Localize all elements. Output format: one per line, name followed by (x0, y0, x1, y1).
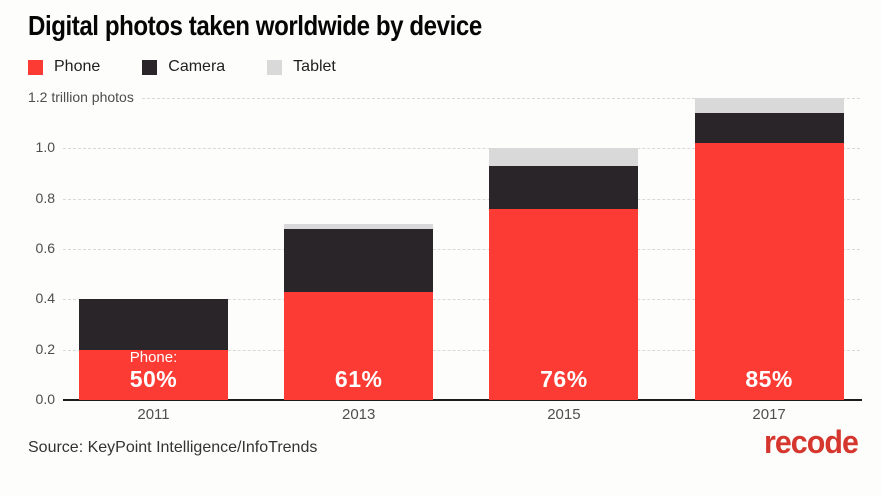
legend-label-tablet: Tablet (293, 58, 336, 75)
y-axis-tick-label: 0.6 (35, 239, 55, 256)
bar-label-prefix: Phone: (129, 349, 178, 366)
bar-percentage-label: Phone: 50% (79, 342, 228, 400)
y-axis-tick-label: 1.2 trillion photos (28, 88, 134, 105)
bar-segment-tablet-2015 (489, 148, 639, 166)
bar-label-value: 50% (129, 366, 178, 392)
bar-segment-tablet-2013 (284, 223, 434, 229)
tablet-swatch-icon (267, 59, 283, 75)
gridline (63, 299, 860, 301)
bar-label-value: 76% (540, 366, 588, 392)
y-axis-tick-label: 0.8 (35, 189, 55, 206)
bar-segment-phone-2013 (284, 291, 434, 400)
bar-label-value: 61% (334, 366, 383, 392)
gridline (63, 198, 860, 200)
bar-segment-phone-2011 (79, 349, 228, 400)
chart-title: Digital photos taken worldwide by device (28, 10, 482, 41)
gridline (63, 148, 860, 150)
x-axis-label: 2013 (342, 406, 376, 423)
bar-label-value: 85% (745, 366, 793, 392)
bar-percentage-label: 61% (284, 342, 433, 400)
legend-label-phone: Phone (54, 58, 101, 75)
gridline (63, 248, 860, 250)
bar-segment-camera-2011 (79, 299, 228, 350)
bar-percentage-label: 85% (695, 342, 844, 400)
legend: Phone Camera Tablet (28, 58, 336, 76)
x-axis-label: 2017 (752, 406, 786, 423)
camera-swatch-icon (142, 59, 158, 75)
bar-segment-phone-2017 (694, 143, 844, 400)
source-note: Source: KeyPoint Intelligence/InfoTrends (28, 439, 318, 456)
x-axis-label: 2011 (137, 406, 170, 423)
legend-item-tablet: Tablet (267, 58, 336, 76)
y-axis-tick-label: 1.0 (35, 139, 55, 156)
bar-segment-camera-2015 (489, 165, 639, 209)
gridline (142, 97, 860, 99)
gridline (63, 349, 860, 351)
bar-segment-camera-2013 (284, 228, 434, 292)
y-axis-tick-label: 0.0 (35, 391, 55, 407)
bar-segment-tablet-2017 (694, 97, 844, 114)
x-axis-label: 2015 (547, 406, 581, 423)
phone-swatch-icon (28, 59, 43, 75)
x-axis-line (63, 399, 862, 401)
y-axis-tick-label: 0.4 (35, 290, 55, 307)
y-axis-tick-label: 0.2 (35, 340, 55, 357)
legend-item-phone: Phone (28, 58, 100, 76)
bar-segment-phone-2015 (489, 208, 639, 400)
legend-label-camera: Camera (168, 58, 226, 75)
bar-segment-camera-2017 (694, 113, 844, 144)
legend-item-camera: Camera (142, 58, 225, 76)
bar-percentage-label: 76% (489, 342, 638, 400)
recode-logo: recode (764, 424, 859, 460)
